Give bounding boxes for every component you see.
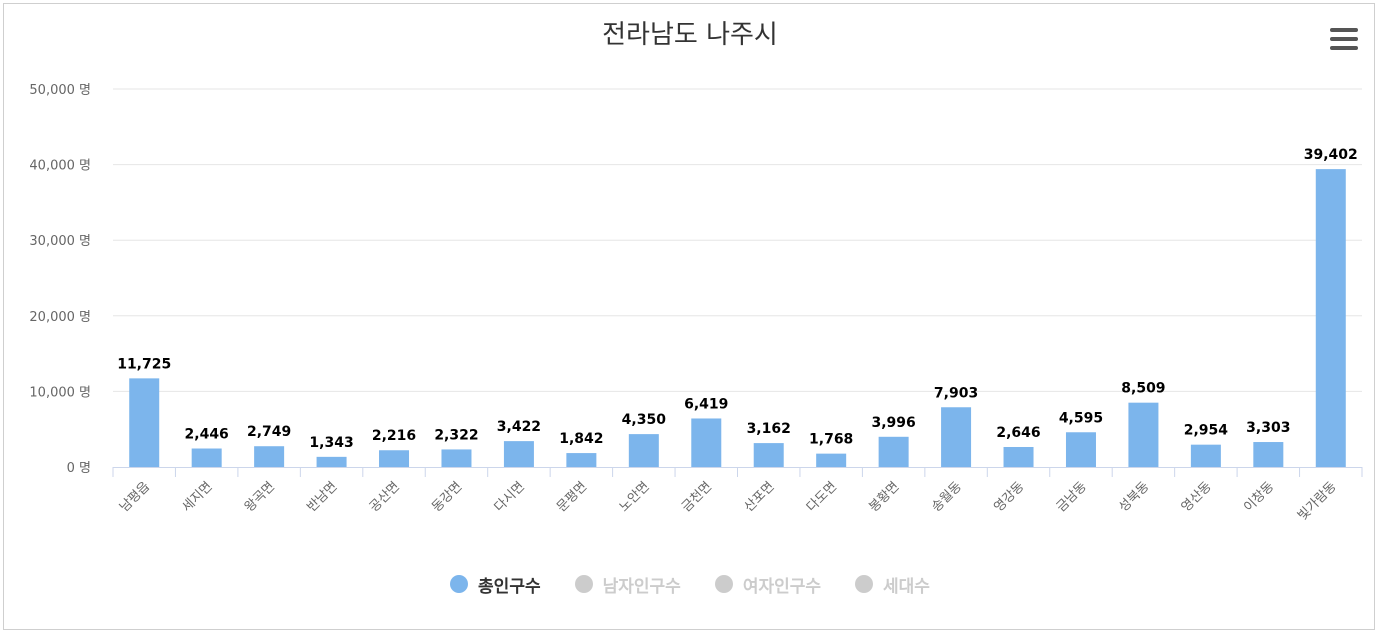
- x-tick-label: 문평면: [554, 479, 590, 515]
- legend-item-male[interactable]: 남자인구수: [574, 572, 681, 597]
- data-label: 3,422: [497, 419, 541, 435]
- hamburger-menu-icon[interactable]: [1330, 28, 1358, 50]
- chart-container: [3, 3, 1375, 630]
- x-tick-label: 왕곡면: [242, 479, 278, 515]
- legend-item-female[interactable]: 여자인구수: [714, 572, 822, 597]
- data-label: 11,725: [117, 356, 171, 372]
- legend-label: 남자인구수: [602, 576, 681, 597]
- x-tick-label: 세지면: [180, 479, 216, 515]
- x-tick-label: 금남동: [1054, 479, 1090, 515]
- bar: [191, 448, 222, 467]
- y-tick-label: 30,000 명: [29, 234, 91, 249]
- data-label: 8,509: [1121, 381, 1165, 397]
- bar: [1128, 402, 1159, 467]
- data-label: 2,646: [996, 425, 1040, 441]
- legend-dot-icon: [855, 575, 874, 593]
- x-tick-label: 빛가람동: [1295, 479, 1339, 523]
- x-axis-labels: 남평읍 세지면 왕곡면 반남면 공산면 동강면 다시면 문평면 노안면 금천면 산포면 다도면 봉황면 송…: [117, 479, 1340, 523]
- x-tick-label: 영강동: [991, 479, 1027, 515]
- y-tick-label: 50,000 명: [29, 83, 91, 98]
- bar: [1253, 442, 1284, 467]
- legend-item-households[interactable]: 세대수: [855, 572, 930, 597]
- data-label: 2,446: [185, 427, 229, 443]
- bar: [691, 418, 722, 467]
- x-tick-label: 산포면: [742, 479, 778, 515]
- x-tick-label: 반남면: [304, 479, 340, 515]
- bar: [941, 407, 972, 467]
- bar: [878, 436, 909, 467]
- bar: [1003, 446, 1034, 467]
- data-label: 2,322: [434, 427, 478, 443]
- chart-title: 전라남도 나주시: [602, 20, 778, 50]
- data-label: 6,419: [684, 396, 728, 412]
- data-label: 1,768: [809, 432, 853, 448]
- bar: [1190, 444, 1221, 467]
- bar: [753, 443, 784, 467]
- bar: [1065, 432, 1096, 467]
- x-tick-label: 금천면: [679, 479, 715, 515]
- legend-item-total[interactable]: 총인구수: [450, 572, 541, 597]
- data-label: 4,595: [1059, 410, 1103, 426]
- data-label: 3,303: [1246, 420, 1290, 436]
- legend-dot-icon: [450, 575, 469, 593]
- x-tick-label: 성북동: [1116, 479, 1152, 515]
- x-tick-label: 이창동: [1241, 479, 1277, 515]
- y-tick-label: 0 명: [67, 461, 91, 476]
- x-tick-label: 다시면: [492, 479, 528, 515]
- data-label: 7,903: [934, 385, 978, 401]
- data-label: 1,343: [309, 435, 353, 451]
- legend-dot-icon: [714, 575, 733, 593]
- data-label: 4,350: [622, 412, 667, 428]
- bar: [316, 456, 347, 467]
- data-label: 2,954: [1184, 423, 1229, 439]
- data-label: 1,842: [559, 431, 603, 447]
- legend-label: 총인구수: [478, 576, 541, 597]
- x-tick-label: 영산동: [1179, 479, 1215, 515]
- legend-dot-icon: [574, 575, 593, 593]
- y-tick-label: 10,000 명: [29, 385, 91, 400]
- bar: [566, 453, 597, 467]
- bar: [503, 441, 534, 467]
- bar: [1315, 169, 1346, 467]
- data-label: 3,996: [871, 415, 915, 431]
- x-tick-label: 송월동: [929, 479, 965, 515]
- y-axis-labels: 0 명 10,000 명 20,000 명 30,000 명 40,000 명 50,00…: [29, 83, 91, 476]
- data-label: 39,402: [1304, 147, 1358, 163]
- legend: 총인구수 남자인구수 여자인구수 세대수: [0, 570, 1380, 598]
- bar: [441, 449, 472, 467]
- x-tick-label: 노안면: [617, 479, 653, 515]
- x-tick-label: 공산면: [367, 479, 403, 515]
- legend-label: 세대수: [883, 576, 930, 597]
- data-labels: 11,725 2,446 2,749 1,343 2,216 2,322 3,422 1,84…: [117, 147, 1358, 451]
- y-tick-label: 20,000 명: [29, 310, 91, 325]
- y-tick-label: 40,000 명: [29, 159, 91, 174]
- legend-label: 여자인구수: [742, 576, 822, 597]
- bar: [816, 453, 847, 467]
- bar: [129, 378, 160, 467]
- x-tick-label: 동강면: [429, 479, 465, 515]
- bar: [379, 450, 410, 467]
- x-tick-label: 봉황면: [866, 479, 902, 515]
- bar: [628, 434, 659, 467]
- data-label: 2,216: [372, 428, 416, 444]
- data-label: 2,749: [247, 424, 291, 440]
- data-label: 3,162: [747, 421, 791, 437]
- x-tick-label: 다도면: [804, 479, 840, 515]
- bars: [129, 169, 1346, 467]
- grid-lines: [112, 88, 1363, 477]
- x-tick-label: 남평읍: [117, 479, 153, 515]
- bar: [254, 446, 285, 467]
